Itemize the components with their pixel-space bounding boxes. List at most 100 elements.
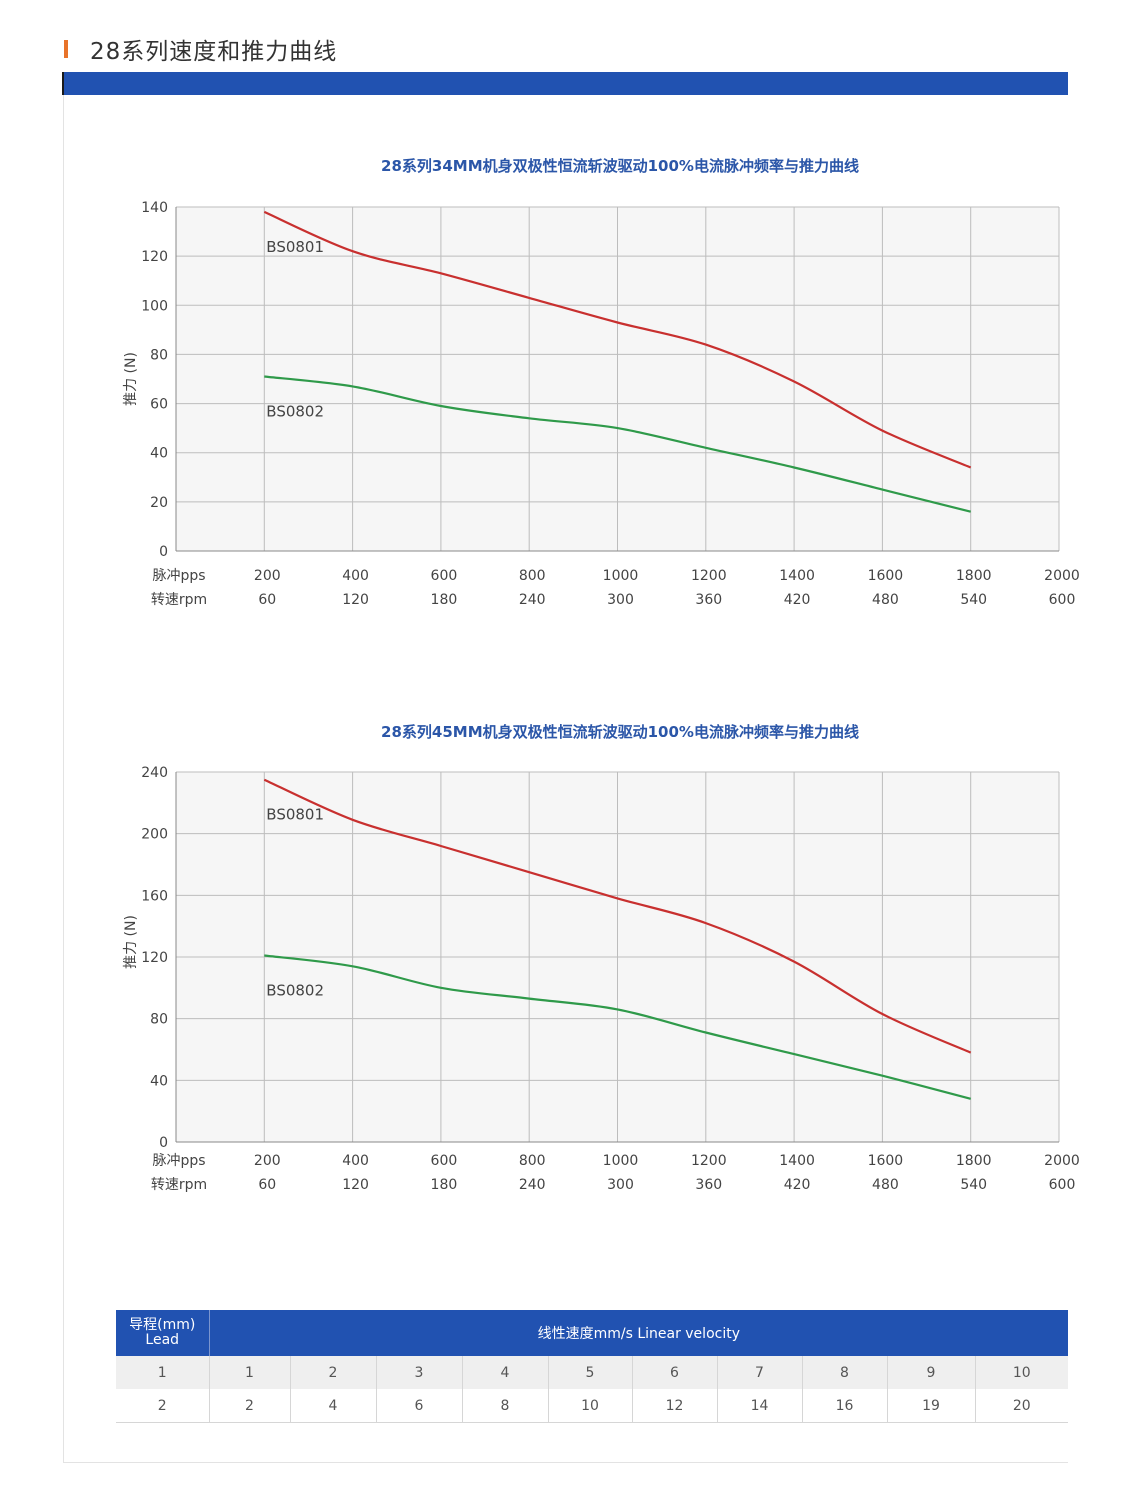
x-tick-label: 600 — [431, 568, 458, 584]
velocity-cell: 4 — [290, 1389, 377, 1423]
x-tick-label: 60 — [258, 1177, 276, 1193]
velocity-cell: 9 — [887, 1356, 976, 1389]
x-tick-label: 300 — [607, 592, 634, 608]
velocity-cell: 3 — [376, 1356, 463, 1389]
x-tick-label: 1600 — [868, 568, 904, 584]
velocity-cell: 4 — [462, 1356, 549, 1389]
y-tick-label: 0 — [159, 544, 168, 560]
x-tick-label: 1200 — [691, 1153, 727, 1169]
y-tick-label: 20 — [150, 495, 168, 511]
x-tick-label: 180 — [431, 592, 458, 608]
x-tick-label: 540 — [960, 1177, 987, 1193]
x-tick-label: 420 — [784, 1177, 811, 1193]
velocity-cell: 5 — [548, 1356, 633, 1389]
chart-2-title: 28系列45MM机身双极性恒流斩波驱动100%电流脉冲频率与推力曲线 — [381, 723, 859, 741]
header-band — [64, 72, 1068, 95]
y-tick-label: 100 — [141, 298, 168, 314]
lead-header: 导程(mm) Lead — [116, 1310, 210, 1356]
x-tick-label: 240 — [519, 592, 546, 608]
velocity-cell: 2 — [209, 1389, 291, 1423]
velocity-cell: 6 — [376, 1389, 463, 1423]
y-tick-label: 160 — [141, 888, 168, 904]
frame-left-line — [63, 95, 64, 1463]
lead-header-en: Lead — [145, 1332, 180, 1348]
y-axis-label: 推力 (N) — [123, 352, 139, 406]
series-label-bs0802: BS0802 — [266, 403, 324, 421]
velocity-cell: 16 — [802, 1389, 888, 1423]
x-tick-label: 360 — [695, 1177, 722, 1193]
x-tick-label: 1800 — [956, 1153, 992, 1169]
x-tick-label: 200 — [254, 568, 281, 584]
velocity-cell: 14 — [717, 1389, 803, 1423]
x-tick-label: 240 — [519, 1177, 546, 1193]
x-tick-label: 1400 — [779, 1153, 815, 1169]
y-tick-label: 60 — [150, 397, 168, 413]
velocity-cell: 2 — [290, 1356, 377, 1389]
x-row-label-rpm: 转速rpm — [151, 1177, 207, 1193]
y-tick-label: 40 — [150, 446, 168, 462]
x-tick-label: 1400 — [779, 568, 815, 584]
x-tick-label: 480 — [872, 1177, 899, 1193]
velocity-cell: 7 — [717, 1356, 803, 1389]
table-row: 2 2 4 6 8 10 12 14 16 19 20 — [116, 1389, 1069, 1423]
x-tick-label: 60 — [258, 592, 276, 608]
x-tick-label: 2000 — [1044, 568, 1080, 584]
y-tick-label: 40 — [150, 1073, 168, 1089]
x-tick-label: 120 — [342, 592, 369, 608]
series-label-bs0801: BS0801 — [266, 806, 324, 824]
x-tick-label: 1600 — [868, 1153, 904, 1169]
y-tick-label: 200 — [141, 827, 168, 843]
x-tick-label: 360 — [695, 592, 722, 608]
frame-bottom-line — [63, 1462, 1068, 1463]
x-tick-label: 200 — [254, 1153, 281, 1169]
x-tick-label: 800 — [519, 568, 546, 584]
series-label-bs0802: BS0802 — [266, 981, 324, 999]
velocity-cell: 8 — [462, 1389, 549, 1423]
velocity-cell: 20 — [975, 1389, 1069, 1423]
x-row-label-rpm: 转速rpm — [151, 592, 207, 608]
y-tick-label: 80 — [150, 1012, 168, 1028]
chart-1-title: 28系列34MM机身双极性恒流斩波驱动100%电流脉冲频率与推力曲线 — [381, 157, 859, 175]
chart-2: 0 40 80 120 160 200 240 推力 (N) 脉冲pps 200 400 600 800… — [123, 765, 1080, 1193]
x-tick-label: 600 — [1049, 1177, 1076, 1193]
series-label-bs0801: BS0801 — [266, 238, 324, 256]
x-tick-label: 1200 — [691, 568, 727, 584]
x-tick-label: 1000 — [603, 568, 639, 584]
y-tick-label: 80 — [150, 347, 168, 363]
x-tick-label: 180 — [431, 1177, 458, 1193]
y-tick-label: 240 — [141, 765, 168, 781]
x-tick-label: 480 — [872, 592, 899, 608]
x-tick-label: 1800 — [956, 568, 992, 584]
table-row: 1 1 2 3 4 5 6 7 8 9 10 — [116, 1356, 1069, 1389]
x-row-label-pps: 脉冲pps — [152, 568, 205, 584]
series-line-bs0802 — [264, 954, 971, 1100]
y-axis-label: 推力 (N) — [123, 915, 139, 969]
x-tick-label: 800 — [519, 1153, 546, 1169]
x-tick-label: 1000 — [603, 1153, 639, 1169]
series-line-bs0801 — [263, 778, 972, 1054]
x-tick-label: 2000 — [1044, 1153, 1080, 1169]
y-tick-label: 120 — [141, 950, 168, 966]
x-tick-label: 420 — [784, 592, 811, 608]
velocity-header: 线性速度mm/s Linear velocity — [209, 1310, 1069, 1356]
x-tick-label: 400 — [342, 568, 369, 584]
velocity-cell: 10 — [548, 1389, 633, 1423]
velocity-cell: 12 — [632, 1389, 718, 1423]
page-title: 28系列速度和推力曲线 — [90, 39, 338, 65]
lead-cell: 2 — [116, 1389, 210, 1423]
velocity-cell: 6 — [632, 1356, 718, 1389]
x-tick-label: 600 — [431, 1153, 458, 1169]
velocity-cell: 19 — [887, 1389, 976, 1423]
x-tick-label: 300 — [607, 1177, 634, 1193]
x-row-label-pps: 脉冲pps — [152, 1153, 205, 1169]
velocity-cell: 10 — [975, 1356, 1069, 1389]
velocity-cell: 8 — [802, 1356, 888, 1389]
x-tick-label: 540 — [960, 592, 987, 608]
y-tick-label: 120 — [141, 249, 168, 265]
lead-cell: 1 — [116, 1356, 210, 1389]
chart-1: 0 20 40 60 80 100 120 140 推力 (N) 脉冲pps 200 400 600 80… — [123, 200, 1080, 608]
series-line-bs0802 — [264, 375, 971, 513]
x-tick-label: 120 — [342, 1177, 369, 1193]
series-line-bs0801 — [263, 210, 972, 469]
